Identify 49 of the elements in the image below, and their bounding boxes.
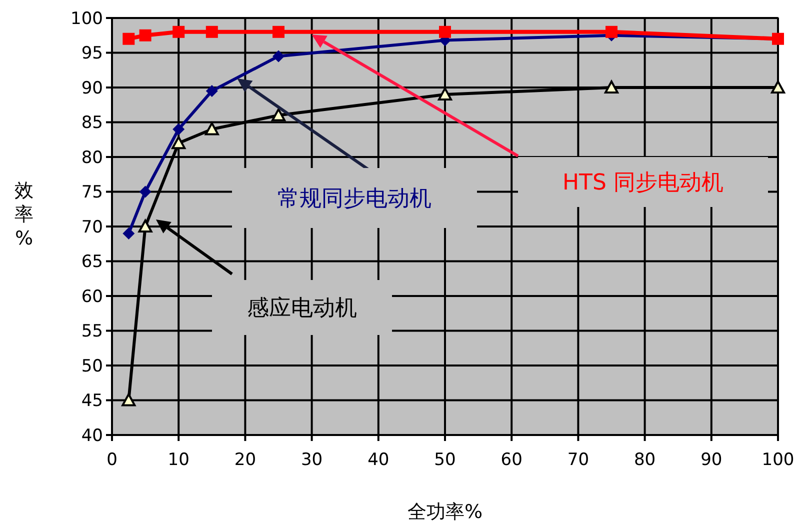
point [206,84,218,97]
point [172,123,185,136]
y-tick-label: 85 [81,113,103,134]
text: HTS 同步电动机 [562,170,724,196]
x-tick-label: 20 [234,450,256,470]
point [139,29,152,42]
point [272,26,284,38]
y-tick-label: 65 [81,252,103,272]
x-axis-title: 全功率% [407,501,483,522]
point [439,26,451,38]
y-tick-label: 50 [81,356,103,376]
x-tick-label: 60 [500,450,522,470]
y-tick-label: 60 [81,286,103,307]
text: 常规同步电动机 [278,186,432,212]
x-tick-label: 100 [762,450,794,470]
y-tick-label: 90 [81,78,103,98]
x-tick-label: 70 [567,450,590,470]
x-tick-label: 10 [168,450,190,470]
point [206,26,218,38]
x-tick-label: 90 [700,450,722,470]
x-tick-label: 40 [368,450,390,470]
y-axis-title: 效率% [14,180,34,250]
point [606,26,618,38]
y-tick-label: 55 [81,322,103,342]
point [272,108,286,122]
x-tick-label: 80 [634,450,656,470]
point [604,80,618,94]
point [438,87,452,100]
y-tick-label: 75 [81,182,103,203]
point [122,32,135,45]
point [172,136,186,150]
text: 感应电动机 [247,296,357,322]
point [771,80,785,94]
point [172,26,185,38]
x-tick-label: 0 [106,450,118,470]
point [139,186,152,198]
point [122,227,135,240]
point [138,220,152,232]
point [272,50,284,62]
point [122,393,136,406]
point [204,122,219,136]
x-tick-label: 50 [434,450,456,470]
y-tick-label: 95 [81,44,103,64]
y-tick-label: 45 [81,391,103,412]
y-tick-label: 70 [81,217,103,238]
y-tick-label: 40 [81,426,103,446]
y-tick-label: 100 [70,8,103,29]
x-tick-label: 30 [300,450,323,470]
y-tick-label: 80 [81,148,103,168]
